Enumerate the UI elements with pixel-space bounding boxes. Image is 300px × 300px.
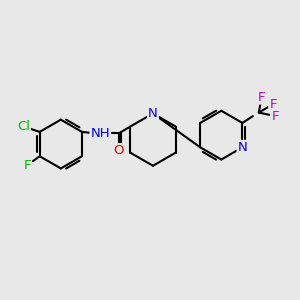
Text: NH: NH	[91, 127, 110, 140]
Text: Cl: Cl	[17, 120, 30, 133]
Text: N: N	[148, 107, 158, 120]
Text: F: F	[23, 159, 31, 172]
Text: F: F	[272, 110, 279, 123]
Text: N: N	[238, 141, 247, 154]
Text: F: F	[258, 91, 266, 103]
Text: O: O	[113, 144, 124, 157]
Text: F: F	[269, 98, 277, 111]
